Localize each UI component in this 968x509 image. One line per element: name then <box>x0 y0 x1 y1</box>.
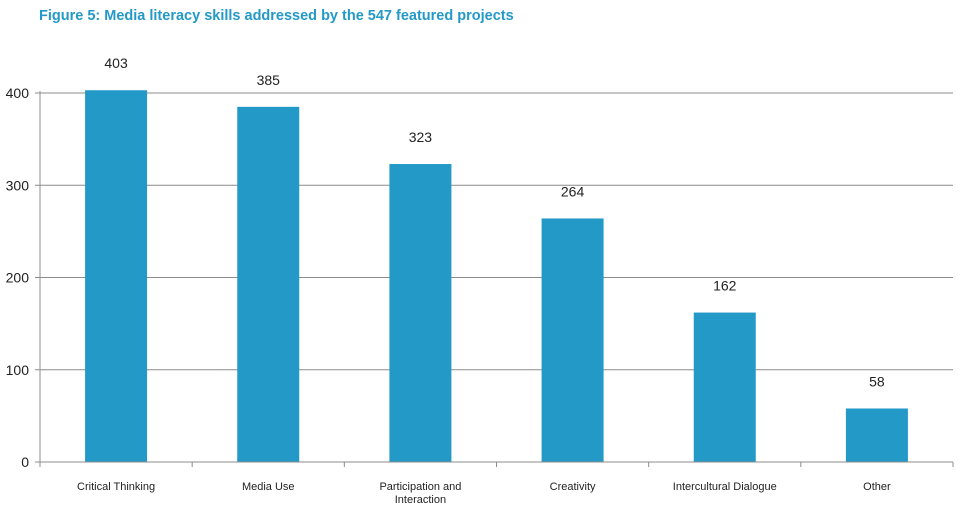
x-tick-label: Other <box>863 481 891 493</box>
x-tick-label: Intercultural Dialogue <box>673 481 777 493</box>
x-tick-label: Media Use <box>242 481 295 493</box>
data-label: 162 <box>713 278 737 294</box>
axes <box>35 91 954 467</box>
data-label: 385 <box>257 72 281 88</box>
labels: 0 100 200 300 400 403 Critical Thinking 385 Medi… <box>6 55 891 506</box>
chart-title: Figure 5: Media literacy skills addresse… <box>39 8 514 24</box>
y-tick-label: 200 <box>6 270 30 286</box>
bar <box>845 408 908 462</box>
data-label: 403 <box>104 55 128 71</box>
y-tick-label: 100 <box>6 362 30 378</box>
y-tick-label: 0 <box>21 454 29 470</box>
data-label: 323 <box>409 129 433 145</box>
y-tick-label: 300 <box>6 177 30 193</box>
data-label: 264 <box>561 183 585 199</box>
bars <box>85 90 908 463</box>
bar <box>541 218 604 462</box>
gridlines <box>40 92 953 371</box>
bar <box>389 164 452 462</box>
bar <box>237 106 300 463</box>
x-tick-label: Participation and Interaction <box>379 481 461 506</box>
x-tick-label: Creativity <box>550 481 596 493</box>
y-tick-label: 400 <box>6 85 30 101</box>
bar <box>85 90 148 463</box>
bar <box>693 312 756 462</box>
x-tick-label: Critical Thinking <box>77 481 155 493</box>
data-label: 58 <box>869 373 885 389</box>
